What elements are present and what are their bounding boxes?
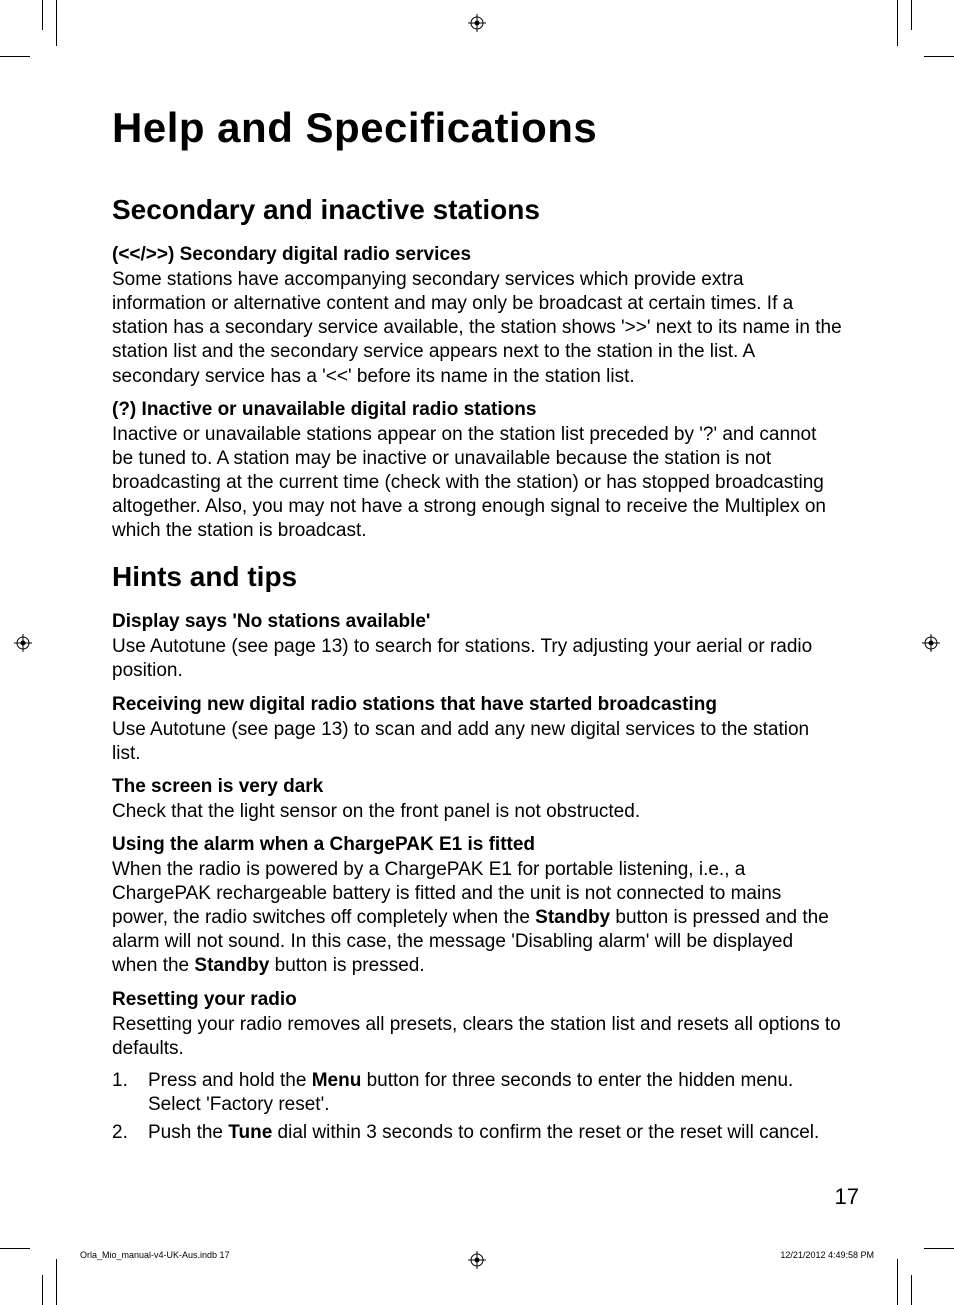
subsection-heading: (?) Inactive or unavailable digital radi… [112, 399, 842, 421]
crop-mark [0, 56, 30, 57]
body-text: Resetting your radio removes all presets… [112, 1013, 842, 1061]
subsection-heading: Using the alarm when a ChargePAK E1 is f… [112, 834, 842, 856]
body-text: Use Autotune (see page 13) to search for… [112, 635, 842, 683]
crop-mark [0, 1248, 30, 1249]
subsection-heading: (<</>>) Secondary digital radio services [112, 244, 842, 266]
body-text: Check that the light sensor on the front… [112, 800, 842, 824]
subsection-heading: Display says 'No stations available' [112, 611, 842, 633]
crop-mark [42, 1275, 43, 1305]
content-area: Help and Specifications Secondary and in… [112, 104, 842, 1149]
page-title: Help and Specifications [112, 104, 842, 152]
bold-term: Menu [312, 1070, 362, 1091]
text-run: Press and hold the [148, 1070, 312, 1091]
list-text: Press and hold the Menu button for three… [148, 1069, 842, 1117]
registration-mark-icon [468, 1251, 486, 1269]
crop-mark [911, 0, 912, 30]
list-item: 2. Push the Tune dial within 3 seconds t… [112, 1121, 842, 1145]
list-item: 1. Press and hold the Menu button for th… [112, 1069, 842, 1117]
list-number: 2. [112, 1121, 148, 1145]
body-text: Inactive or unavailable stations appear … [112, 423, 842, 544]
body-text: Use Autotune (see page 13) to scan and a… [112, 718, 842, 766]
text-run: dial within 3 seconds to confirm the res… [272, 1122, 819, 1143]
list-number: 1. [112, 1069, 148, 1117]
footer-timestamp: 12/21/2012 4:49:58 PM [780, 1250, 874, 1260]
footer-filename: Orla_Mio_manual-v4-UK-Aus.indb 17 [80, 1250, 230, 1260]
body-text: When the radio is powered by a ChargePAK… [112, 858, 842, 979]
crop-mark [897, 1259, 898, 1305]
registration-mark-icon [14, 634, 32, 652]
ordered-list: 1. Press and hold the Menu button for th… [112, 1069, 842, 1145]
subsection-heading: Resetting your radio [112, 989, 842, 1011]
text-run: Push the [148, 1122, 228, 1143]
subsection-heading: Receiving new digital radio stations tha… [112, 694, 842, 716]
subsection-heading: The screen is very dark [112, 776, 842, 798]
crop-mark [56, 1259, 57, 1305]
body-text: Some stations have accompanying secondar… [112, 268, 842, 389]
bold-term: Tune [228, 1122, 272, 1143]
section-heading: Secondary and inactive stations [112, 194, 842, 226]
crop-mark [897, 0, 898, 46]
crop-mark [924, 1248, 954, 1249]
section-heading: Hints and tips [112, 561, 842, 593]
list-text: Push the Tune dial within 3 seconds to c… [148, 1121, 842, 1145]
crop-mark [42, 0, 43, 30]
crop-mark [924, 56, 954, 57]
bold-term: Standby [194, 955, 269, 976]
crop-mark [56, 0, 57, 46]
text-run: button is pressed. [269, 955, 424, 976]
bold-term: Standby [535, 907, 610, 928]
page: Help and Specifications Secondary and in… [0, 0, 954, 1305]
registration-mark-icon [922, 634, 940, 652]
crop-mark [911, 1275, 912, 1305]
registration-mark-icon [468, 14, 486, 32]
page-number: 17 [835, 1184, 859, 1210]
